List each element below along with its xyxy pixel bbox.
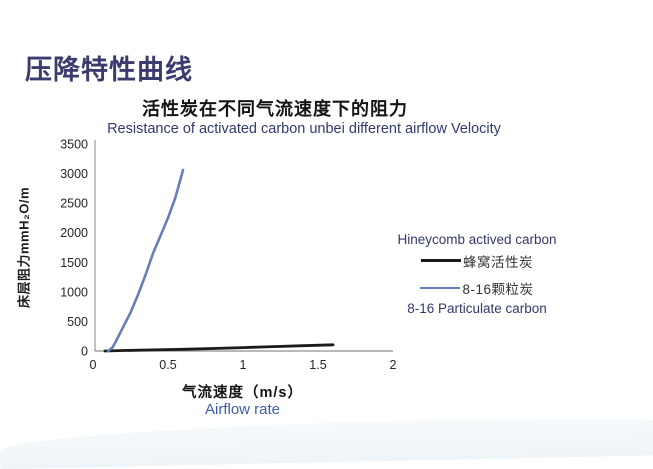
y-tick-label: 1000 — [60, 285, 88, 299]
y-tick-label: 1500 — [60, 256, 88, 270]
legend-item-particulate: 8-16颗粒炭 — [372, 274, 582, 301]
y-tick-label: 0 — [81, 345, 88, 359]
y-tick-label: 2000 — [60, 226, 88, 240]
legend-honeycomb-chinese-label: 蜂窝活性炭 — [463, 254, 533, 270]
legend-item-honeycomb: 蜂窝活性炭 — [372, 247, 582, 274]
chart-title: 活性炭在不同气流速度下的阻力 — [142, 99, 408, 119]
presentation-slide: { "slide": { "title": "压降特性曲线", "title_c… — [0, 55, 653, 469]
y-tick-label: 500 — [67, 315, 88, 329]
x-axis-label-chinese: 气流速度（m/s） — [182, 385, 303, 401]
chart-legend: Hineycomb actived carbon 蜂窝活性炭 8-16颗粒炭 8… — [372, 232, 582, 316]
x-axis-label-english: Airflow rate — [204, 401, 281, 418]
honeycomb-line-swatch-icon — [421, 259, 461, 262]
honeycomb-carbon-series-line — [103, 343, 335, 353]
x-tick-label: 2 — [390, 358, 397, 372]
x-tick-label: 1 — [240, 358, 247, 372]
legend-particulate-english-label: 8-16 Particulate carbon — [407, 301, 547, 316]
legend-honeycomb-english-label: Hineycomb actived carbon — [397, 232, 557, 247]
chart-subtitle: Resistance of activated carbon unbei dif… — [107, 121, 501, 137]
line-chart-plot-area: 0 500 1000 1500 2000 2500 3000 3500 0 0.5 1 1.5 2 — [60, 138, 397, 373]
particulate-line-swatch-icon — [420, 286, 461, 289]
y-tick-label: 3000 — [60, 167, 88, 181]
slide-title: 压降特性曲线 — [25, 55, 193, 85]
y-tick-label: 2500 — [60, 197, 88, 211]
x-tick-label: 1.5 — [309, 358, 326, 372]
x-tick-label: 0.5 — [159, 358, 176, 372]
legend-particulate-chinese-label: 8-16颗粒炭 — [462, 281, 534, 297]
particulate-carbon-series-line — [106, 168, 185, 353]
y-tick-label: 3500 — [60, 138, 88, 152]
x-tick-label: 0 — [90, 358, 97, 372]
y-axis-label: 床层阻力mmH₂O/m — [16, 186, 32, 309]
